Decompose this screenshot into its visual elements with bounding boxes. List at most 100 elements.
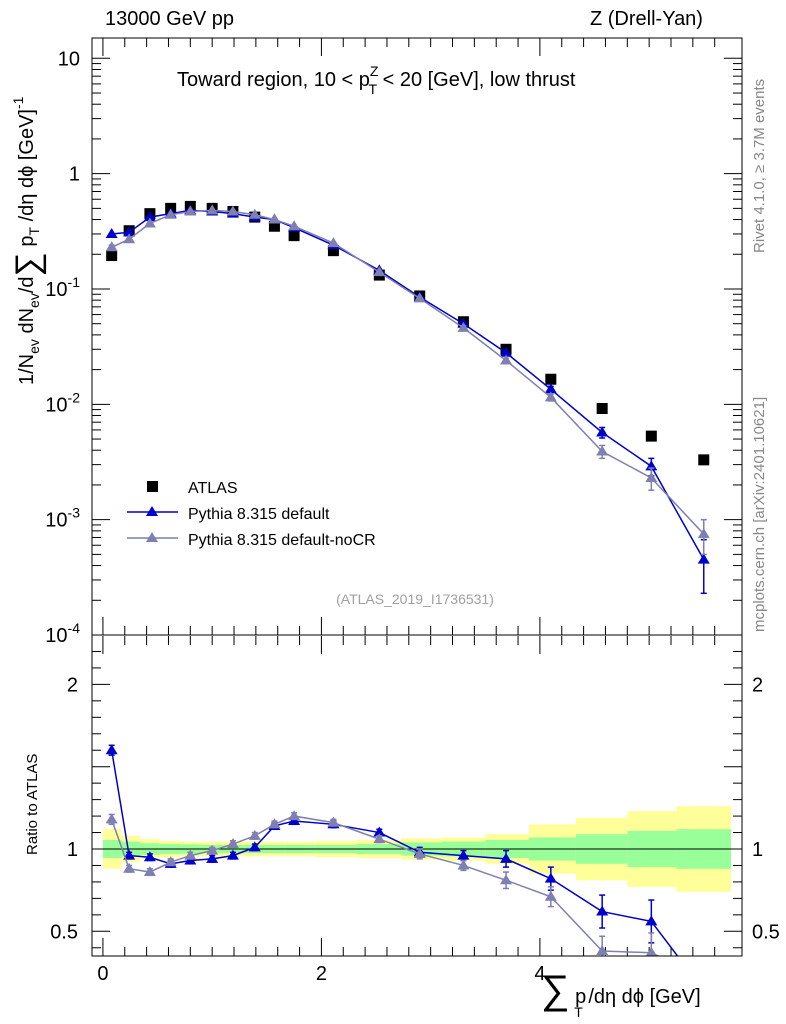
x-tick-label: 0	[97, 963, 108, 985]
point-default	[697, 553, 710, 564]
point-nocr	[226, 205, 239, 216]
y-tick-label: 10-3	[45, 505, 80, 532]
ratio-point-nocr	[413, 847, 426, 858]
ratio-point-default	[226, 849, 239, 860]
ratio-point-default	[206, 852, 219, 863]
y-tick-label: 10-2	[45, 389, 80, 416]
ratio-tick-label: 1	[67, 839, 78, 861]
point-nocr	[164, 208, 177, 219]
header-right: Z (Drell-Yan)	[590, 8, 703, 30]
point-nocr	[645, 471, 658, 482]
atlas-point	[288, 230, 300, 242]
ratio-point-default	[500, 852, 513, 863]
ratio-point-nocr	[206, 844, 219, 855]
point-default	[143, 211, 156, 222]
ratio-point-nocr	[544, 890, 557, 901]
ratio-point-default	[105, 744, 118, 755]
x-tick-label: 2	[316, 963, 327, 985]
plot-title: Toward region, 10 < pZ T < 20 [GeV], low …	[177, 63, 576, 97]
ratio-point-nocr	[226, 838, 239, 849]
point-nocr	[268, 213, 281, 224]
atlas-point	[698, 454, 710, 466]
legend-label-atlas: ATLAS	[188, 480, 238, 497]
ratio-axis-label: Ratio to ATLAS	[24, 754, 41, 855]
ratio-point-nocr	[457, 859, 470, 870]
ratio-tick-label-right: 0.5	[752, 921, 780, 943]
ratio-point-default	[645, 915, 658, 926]
point-nocr	[596, 445, 609, 456]
point-nocr	[327, 237, 340, 248]
ratio-point-nocr	[373, 833, 386, 844]
ratio-point-default	[123, 849, 136, 860]
x-tick-label: 4	[534, 963, 545, 985]
ratio-point-default	[544, 872, 557, 883]
atlas-point	[645, 430, 657, 442]
tick-labels: 0 2 4 10-4 10-3 10-2 10-1 1 10 0.5 0.5 1 1 2 2	[45, 48, 780, 985]
point-default	[105, 227, 118, 238]
point-nocr	[123, 233, 136, 244]
title-tail: < 20 [GeV], low thrust	[377, 69, 576, 91]
legend: ATLAS Pythia 8.315 default Pythia 8.315 …	[127, 480, 376, 549]
ratio-tick-label-right: 2	[752, 674, 763, 696]
ratio-point-nocr	[268, 818, 281, 829]
atlas-point	[327, 245, 339, 257]
legend-marker-nocr	[146, 532, 158, 542]
legend-label-default: Pythia 8.315 default	[188, 506, 330, 523]
point-nocr	[697, 528, 710, 539]
ratio-point-default	[373, 826, 386, 837]
ratio-point-default	[248, 841, 261, 852]
point-nocr	[143, 217, 156, 228]
atlas-point	[106, 250, 118, 262]
point-nocr	[413, 292, 426, 303]
point-nocr	[373, 266, 386, 277]
atlas-point	[268, 220, 280, 232]
ratio-point-nocr	[645, 946, 657, 956]
ratio-point-nocr	[105, 813, 118, 824]
ratio-tick-label: 2	[67, 674, 78, 696]
ratio-point-nocr	[164, 856, 177, 867]
title-superscript: Z	[370, 63, 379, 79]
legend-marker-default	[146, 506, 158, 516]
y-tick-label: 10-1	[45, 274, 80, 301]
point-nocr	[500, 354, 513, 365]
y-tick-label: 10-4	[45, 620, 80, 647]
point-default	[596, 426, 609, 437]
ratio-point-default	[596, 905, 609, 916]
ratio-point-nocr	[288, 810, 301, 821]
ratio-tick-label: 0.5	[50, 921, 78, 943]
point-default	[123, 226, 136, 237]
point-default	[544, 383, 557, 394]
ratio-point-nocr	[327, 816, 340, 827]
title-main: Toward region, 10 < p	[177, 69, 370, 91]
ratio-point-nocr	[500, 874, 513, 885]
point-nocr	[248, 208, 261, 219]
point-nocr	[288, 220, 301, 231]
axis-ticks	[92, 38, 742, 956]
y-tick-label: 1	[69, 164, 80, 186]
header-left: 13000 GeV pp	[105, 8, 234, 30]
ratio-point-nocr	[248, 829, 261, 840]
ratio-point-nocr	[123, 862, 136, 873]
point-nocr	[457, 321, 470, 332]
point-nocr	[184, 205, 197, 216]
atlas-point	[545, 373, 557, 385]
ratio-tick-label-right: 1	[752, 839, 763, 861]
point-default	[500, 346, 513, 357]
ratio-series-nocr	[105, 810, 661, 956]
y-axis-label: 1/Nev dNev/d∑ pT /dη dϕ [GeV]-1	[9, 96, 47, 385]
ratio-point-nocr	[596, 945, 609, 956]
analysis-id-label: (ATLAS_2019_I1736531)	[336, 591, 494, 607]
ratio-point-nocr	[143, 866, 156, 877]
data-series	[105, 200, 710, 956]
ratio-plot-frame	[91, 634, 743, 957]
legend-marker-atlas	[147, 481, 158, 492]
ratio-point-nocr	[184, 849, 197, 860]
point-nocr	[544, 391, 557, 402]
atlas-point	[596, 403, 608, 415]
title-subscript: T	[368, 81, 377, 97]
point-nocr	[206, 204, 219, 215]
point-nocr	[105, 241, 118, 252]
legend-label-nocr: Pythia 8.315 default-noCR	[188, 532, 376, 549]
